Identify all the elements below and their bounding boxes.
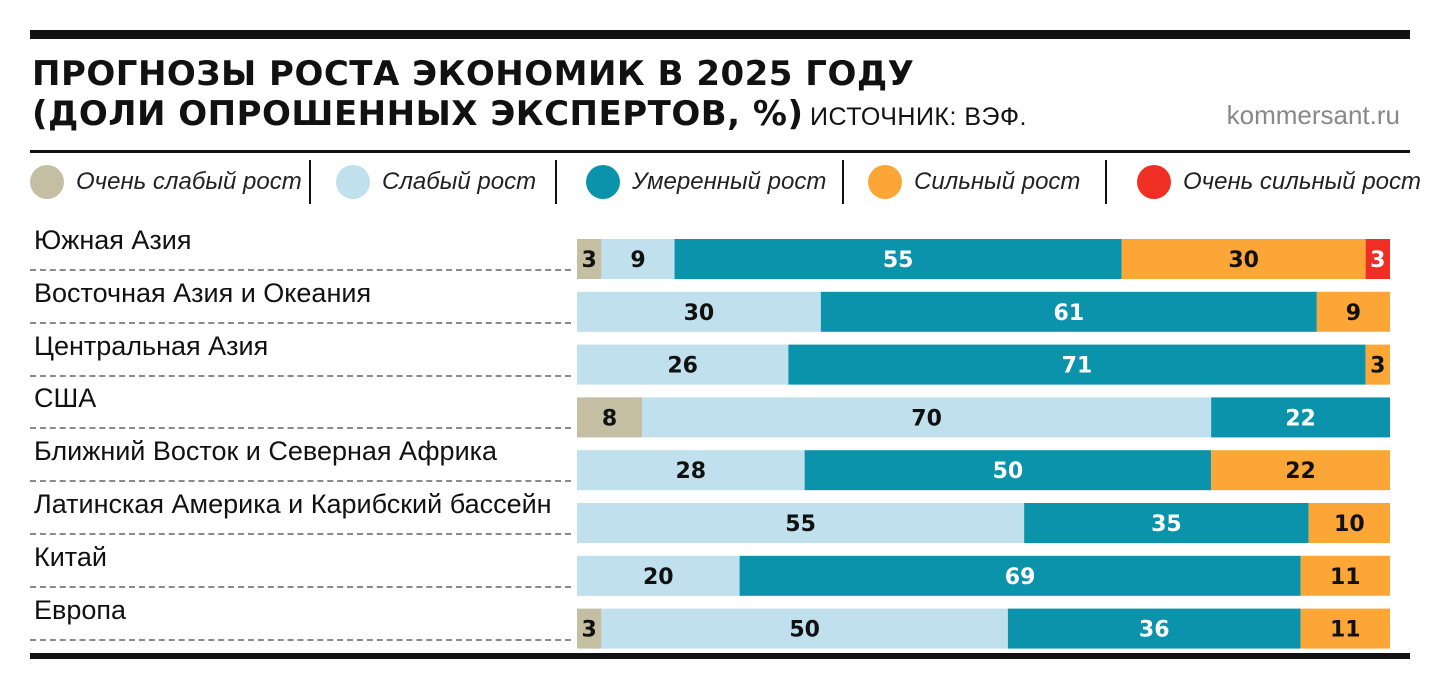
- data-label: 11: [1330, 565, 1361, 590]
- bar-segment-moderate: [804, 450, 1212, 491]
- bar-segment-strong: [1121, 239, 1366, 279]
- top-rule: [30, 30, 1410, 39]
- data-label: 35: [1151, 512, 1182, 537]
- chart-title-line-2: (ДОЛИ ОПРОШЕННЫХ ЭКСПЕРТОВ, %): [32, 94, 804, 134]
- data-label: 30: [1228, 248, 1259, 273]
- legend-separator: [1105, 160, 1107, 204]
- bar-segment-very-weak: [577, 397, 643, 438]
- bar-segment-strong: [1308, 503, 1390, 543]
- data-label: 55: [883, 248, 914, 273]
- bar-segment-moderate: [1007, 608, 1301, 649]
- bar-segment-moderate: [1211, 397, 1390, 438]
- bar-segment-strong: [1316, 291, 1390, 332]
- legend-item-weak: Слабый рост: [336, 164, 536, 200]
- row-leader-line: [30, 638, 571, 641]
- bar-segment-weak: [577, 503, 1025, 543]
- data-label: 22: [1285, 406, 1316, 431]
- data-label: 3: [582, 248, 597, 273]
- bar-segment-weak: [577, 291, 821, 332]
- bar-segment-weak: [577, 450, 805, 491]
- bar-segment-moderate: [674, 239, 1122, 279]
- legend-item-very-strong: Очень сильный рост: [1137, 164, 1421, 200]
- data-label: 70: [911, 406, 942, 431]
- data-label: 22: [1285, 459, 1316, 484]
- data-label: 20: [643, 565, 674, 590]
- bar-segment-very-weak: [577, 239, 602, 279]
- data-label: 3: [1370, 354, 1385, 379]
- row-leader-line: [30, 269, 571, 271]
- data-label: 30: [684, 301, 715, 326]
- row-leader-line: [30, 533, 571, 535]
- bar-segment-strong: [1211, 450, 1390, 491]
- source-note: ИСТОЧНИК: ВЭФ.: [810, 103, 1027, 131]
- data-label: 69: [1005, 565, 1036, 590]
- bottom-rule: [30, 653, 1410, 659]
- bar-segment-moderate: [1024, 503, 1309, 543]
- row-label: Южная Азия: [34, 225, 192, 255]
- row-label: США: [34, 383, 97, 414]
- row-label: Европа: [34, 594, 127, 625]
- data-label: 61: [1054, 301, 1085, 326]
- data-label: 8: [602, 406, 617, 431]
- data-label: 50: [993, 459, 1024, 484]
- legend-swatch-very-strong: [1137, 165, 1171, 199]
- legend-label-very-weak: Очень слабый рост: [76, 168, 302, 195]
- legend-swatch-very-weak: [30, 165, 64, 199]
- bar-segment-strong: [1300, 608, 1390, 649]
- data-label: 11: [1330, 618, 1361, 643]
- row-leader-line: [30, 427, 571, 430]
- bar-segment-very-strong: [1365, 239, 1390, 279]
- row-leader-line: [30, 321, 571, 324]
- legend-swatch-weak: [336, 165, 370, 199]
- legend-swatch-strong: [868, 165, 902, 199]
- row-leader-line: [30, 480, 571, 483]
- data-label: 50: [789, 618, 820, 643]
- bar-segment-strong: [1300, 555, 1390, 596]
- legend-separator: [309, 160, 311, 204]
- chart-title-line-1: ПРОГНОЗЫ РОСТА ЭКОНОМИК В 2025 ГОДУ: [32, 54, 915, 94]
- row-label: Восточная Азия и Океания: [34, 277, 372, 308]
- bar-segment-very-weak: [577, 608, 602, 649]
- row-label: Ближний Восток и Северная Африка: [34, 436, 498, 467]
- data-label: 36: [1139, 618, 1170, 643]
- bar-segment-weak: [601, 239, 675, 279]
- row-leader-line: [30, 585, 571, 588]
- row-label: Центральная Азия: [34, 330, 269, 361]
- legend-item-strong: Сильный рост: [868, 164, 1080, 200]
- data-label: 10: [1334, 512, 1365, 537]
- data-label: 9: [1346, 301, 1361, 326]
- legend-label-very-strong: Очень сильный рост: [1183, 168, 1422, 195]
- legend-separator: [842, 160, 844, 204]
- data-label: 55: [785, 512, 816, 537]
- legend-item-very-weak: Очень слабый рост: [30, 164, 302, 200]
- row-label: Китай: [34, 541, 107, 572]
- legend-separator: [555, 160, 557, 204]
- bar-segment-weak: [601, 608, 1008, 649]
- header-rule: [30, 150, 1410, 153]
- legend-label-weak: Слабый рост: [382, 168, 537, 195]
- bar-segment-weak: [642, 397, 1212, 438]
- bar-segment-moderate: [820, 291, 1317, 332]
- data-label: 9: [630, 248, 645, 273]
- bar-segment-strong: [1365, 344, 1390, 385]
- data-label: 28: [676, 459, 707, 484]
- row-label: Латинская Америка и Карибский бассейн: [34, 489, 552, 519]
- bar-segment-weak: [577, 555, 740, 596]
- bar-segment-weak: [577, 344, 789, 385]
- legend-label-strong: Сильный рост: [914, 168, 1081, 195]
- bar-segment-moderate: [739, 555, 1301, 596]
- site-credit: kommersant.ru: [1226, 100, 1400, 130]
- legend-item-moderate: Умеренный рост: [586, 164, 826, 200]
- data-label: 26: [667, 354, 698, 379]
- data-label: 71: [1062, 354, 1093, 379]
- data-label: 3: [1370, 248, 1385, 273]
- row-leader-line: [30, 374, 571, 377]
- data-label: 3: [582, 618, 597, 643]
- legend-label-moderate: Умеренный рост: [632, 168, 827, 195]
- legend-swatch-moderate: [586, 165, 620, 199]
- bar-segment-moderate: [788, 344, 1366, 385]
